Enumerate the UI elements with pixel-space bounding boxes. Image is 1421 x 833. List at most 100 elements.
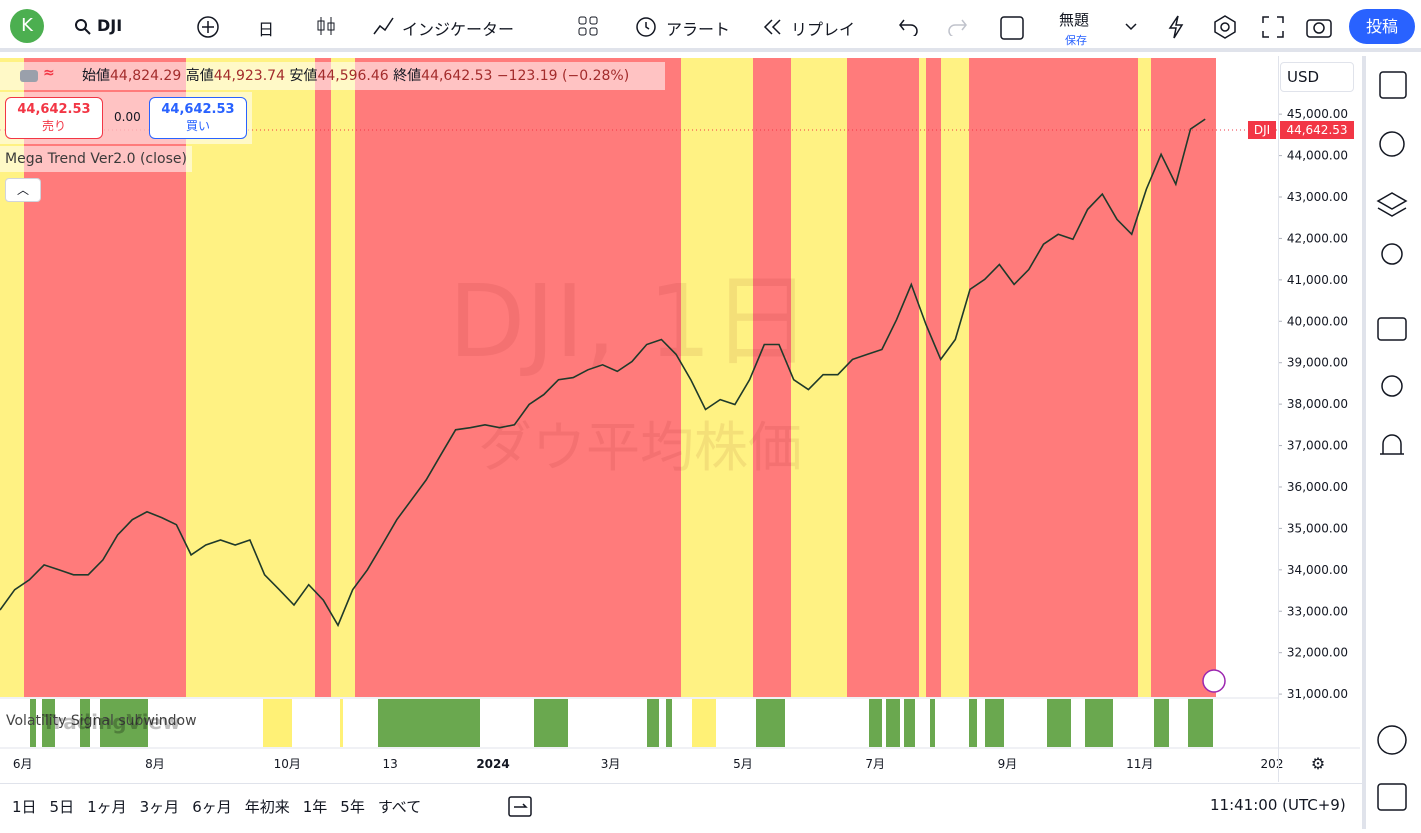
signal-bar [30,699,36,747]
search-icon [75,19,91,35]
chat-icon[interactable] [1377,317,1407,341]
buy-button[interactable]: 44,642.53 買い [149,97,247,139]
settings-icon[interactable] [1212,14,1238,40]
alert-icon [636,17,656,37]
date-range-icon[interactable] [507,794,533,818]
tag-price: 44,642.53 [1280,121,1354,139]
signal-bar [340,699,343,747]
collapse-button[interactable]: ︿ [5,178,41,202]
y-tick-label: 36,000.00 [1287,480,1348,494]
high-value: 44,923.74 [213,68,285,84]
signal-bar [100,699,148,747]
add-icon[interactable] [196,15,220,39]
low-value: 44,596.46 [317,68,389,84]
x-tick-label: 11月 [1126,757,1153,771]
x-tick-label: 202 [1261,757,1284,771]
indicators-button[interactable]: インジケーター [402,20,515,39]
x-tick-label: 5月 [733,757,753,771]
undo-icon[interactable] [898,16,920,36]
signal-bar [985,699,1004,747]
stream-icon[interactable] [1381,375,1403,397]
price-line [0,118,1206,628]
lightning-badge [1202,669,1226,693]
regime-band [315,58,331,697]
y-tick-label: 37,000.00 [1287,439,1348,453]
publish-button[interactable]: 投稿 [1349,9,1415,44]
sell-price: 44,642.53 [17,102,91,117]
close-value: 44,642.53 [421,68,493,84]
x-tick-label: 10月 [274,757,301,771]
indicator-label: Mega Trend Ver2.0 (close) [0,146,192,172]
y-tick-label: 31,000.00 [1287,687,1348,701]
collapse-icon[interactable] [20,70,38,82]
watchlist-icon[interactable] [1379,71,1407,99]
regime-band [753,58,791,697]
x-tick-label: 8月 [145,757,165,771]
buy-label: 買い [185,119,210,133]
low-label: 安値 [289,68,318,84]
brand-watermark: TradingView [42,710,181,734]
wave-icon: ≈ [43,65,55,81]
sell-button[interactable]: 44,642.53 売り [5,97,103,139]
range-button[interactable]: 3ヶ月 [139,798,180,816]
layers-icon[interactable] [1376,192,1408,217]
high-label: 高値 [185,68,214,84]
signal-bar [1085,699,1113,747]
range-button[interactable]: 5日 [49,798,75,816]
x-tick-label: 13 [382,757,397,771]
regime-band [355,58,681,697]
x-tick-label: 2024 [476,757,509,771]
ideas-icon[interactable] [1381,243,1403,265]
signal-bar [666,699,672,747]
alert-button[interactable]: アラート [666,20,731,39]
interval[interactable]: 日 [258,20,275,39]
range-button[interactable]: 6ヶ月 [192,798,232,816]
signal-bar [378,699,480,747]
watermark-symbol: DJI, 1日 [448,263,811,380]
quick-icon[interactable] [1164,14,1190,40]
signal-bar [1188,699,1213,747]
dom-icon[interactable] [1377,725,1407,755]
signal-bar [969,699,977,747]
layout-name[interactable]: 無題 [1059,11,1090,29]
range-button[interactable]: 年初来 [244,798,290,816]
alerts-icon[interactable] [1379,131,1405,157]
layout-icon[interactable] [577,15,599,37]
toolbar: K DJI 日 インジケーター アラート リプレイ 無題 保存 投稿 [0,0,1421,52]
sell-label: 売り [41,119,66,133]
open-label: 始値 [82,68,110,84]
redo-icon[interactable] [946,16,968,36]
regime-band [1151,58,1216,697]
regime-band [969,58,1138,697]
replay-button[interactable]: リプレイ [791,20,856,39]
symbol[interactable]: DJI [97,16,123,35]
range-button[interactable]: すべて [377,798,422,816]
avatar[interactable]: K [10,9,44,43]
currency-button[interactable]: USD [1280,62,1354,92]
x-tick-label: 3月 [601,757,621,771]
signal-bar [534,699,568,747]
subwindow-label: Volatility Signal subwindow [6,713,197,729]
calendar-icon[interactable] [1377,783,1407,811]
spread: 0.00 [114,110,141,124]
sidebar-icons [1376,71,1408,811]
y-tick-label: 34,000.00 [1287,563,1348,577]
y-tick-label: 44,000.00 [1287,149,1348,163]
camera-icon[interactable] [1305,15,1333,39]
y-tick-label: 41,000.00 [1287,273,1348,287]
chart-type-icon[interactable] [314,14,338,38]
range-button[interactable]: 1日 [12,798,37,816]
ohlc-legend: 始値44,824.29 高値44,923.74 安値44,596.46 終値44… [0,62,665,90]
range-button[interactable]: 1年 [302,798,328,816]
signal-bar [263,699,292,747]
save-label[interactable]: 保存 [1065,34,1087,47]
expand-icon[interactable] [1262,16,1284,38]
signal-bar [42,699,55,747]
range-button[interactable]: 1ヶ月 [87,798,127,816]
notifications-icon[interactable] [1380,434,1404,455]
close-label: 終値 [393,68,422,84]
range-button[interactable]: 5年 [340,798,365,816]
chevron[interactable] [1124,22,1138,32]
fullscreen-box[interactable] [1000,16,1024,40]
